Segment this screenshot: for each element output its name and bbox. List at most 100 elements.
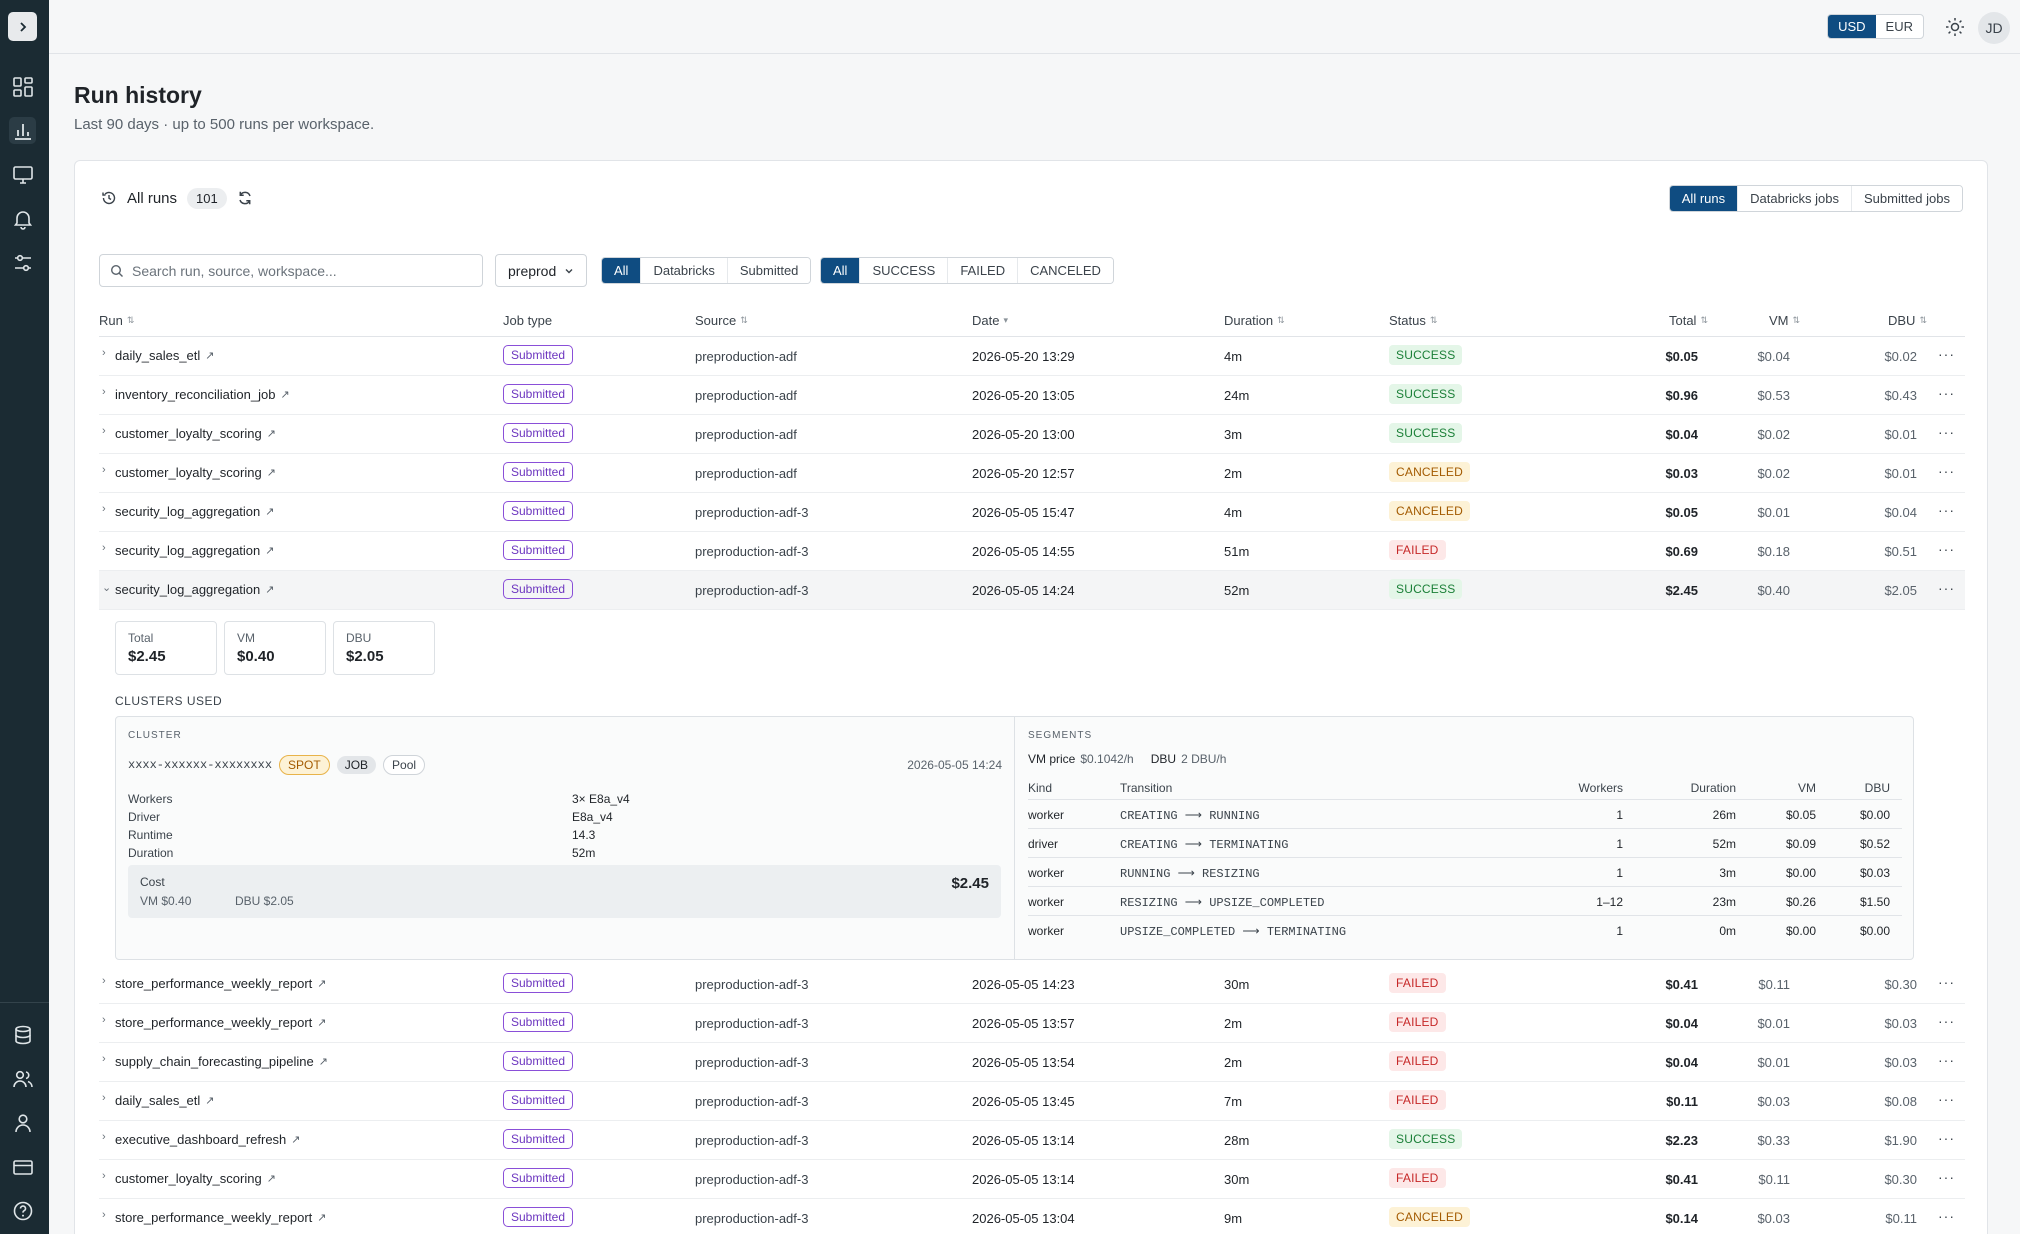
filter-type-databricks[interactable]: Databricks xyxy=(641,258,728,283)
sidebar-item-alerts[interactable] xyxy=(9,205,36,232)
table-row[interactable]: › daily_sales_etl ↗ Submitted preproduction-… xyxy=(99,1082,1965,1121)
filter-type-all[interactable]: All xyxy=(602,258,642,283)
table-row[interactable]: › security_log_aggregation ↗ Submitted prepr… xyxy=(99,532,1965,571)
currency-usd-button[interactable]: USD xyxy=(1828,15,1876,38)
filter-status-all[interactable]: All xyxy=(821,258,861,283)
sidebar-item-settings[interactable] xyxy=(9,249,36,276)
table-row[interactable]: ⌄ security_log_aggregation ↗ Submitted prepr… xyxy=(99,571,1965,610)
sidebar-item-run-history[interactable] xyxy=(9,117,36,144)
table-row[interactable]: › inventory_reconciliation_job ↗ Submitted p… xyxy=(99,376,1965,415)
run-name-link[interactable]: inventory_reconciliation_job ↗ xyxy=(115,387,290,402)
chevron-right-icon[interactable]: › xyxy=(102,347,106,359)
table-row[interactable]: › security_log_aggregation ↗ Submitted prepr… xyxy=(99,493,1965,532)
row-menu-icon[interactable]: ··· xyxy=(1938,424,1955,440)
chevron-right-icon[interactable]: › xyxy=(102,503,106,515)
run-name-link[interactable]: daily_sales_etl ↗ xyxy=(115,348,215,363)
sidebar-item-clusters[interactable] xyxy=(9,161,36,188)
run-name-link[interactable]: store_performance_weekly_report ↗ xyxy=(115,976,327,991)
run-name-link[interactable]: supply_chain_forecasting_pipeline ↗ xyxy=(115,1054,328,1069)
filter-status-success[interactable]: SUCCESS xyxy=(860,258,949,283)
run-name-link[interactable]: security_log_aggregation ↗ xyxy=(115,543,275,558)
search-input[interactable] xyxy=(132,262,462,279)
run-name-link[interactable]: security_log_aggregation ↗ xyxy=(115,504,275,519)
table-row[interactable]: › customer_loyalty_scoring ↗ Submitted prepr… xyxy=(99,415,1965,454)
run-name-link[interactable]: customer_loyalty_scoring ↗ xyxy=(115,1171,276,1186)
chevron-down-icon[interactable]: ⌄ xyxy=(102,582,112,594)
filter-type-submitted[interactable]: Submitted xyxy=(727,258,811,283)
run-name-link[interactable]: customer_loyalty_scoring ↗ xyxy=(115,426,276,441)
chevron-right-icon[interactable]: › xyxy=(102,425,106,437)
chevron-right-icon[interactable]: › xyxy=(102,1014,106,1026)
sidebar-item-team[interactable] xyxy=(9,1065,36,1092)
table-row[interactable]: › store_performance_weekly_report ↗ Submitt… xyxy=(99,965,1965,1004)
sidebar-item-data[interactable] xyxy=(9,1021,36,1048)
environment-select[interactable]: preprod xyxy=(495,254,588,287)
run-vm: $0.53 xyxy=(1757,388,1790,403)
row-menu-icon[interactable]: ··· xyxy=(1938,1013,1955,1029)
table-row[interactable]: › executive_dashboard_refresh ↗ Submitted pr… xyxy=(99,1121,1965,1160)
row-menu-icon[interactable]: ··· xyxy=(1938,1091,1955,1107)
table-row[interactable]: › store_performance_weekly_report ↗ Submitt… xyxy=(99,1004,1965,1043)
sidebar-expand-button[interactable] xyxy=(8,12,37,41)
row-menu-icon[interactable]: ··· xyxy=(1938,463,1955,479)
col-date[interactable]: Date ▾ xyxy=(972,313,1008,328)
tag-spot: SPOT xyxy=(279,755,330,775)
refresh-icon[interactable] xyxy=(237,190,253,206)
run-dbu: $0.04 xyxy=(1884,505,1917,520)
table-row[interactable]: › daily_sales_etl ↗ Submitted preproduction-… xyxy=(99,337,1965,376)
avatar[interactable]: JD xyxy=(1978,12,2010,44)
run-name-link[interactable]: daily_sales_etl ↗ xyxy=(115,1093,215,1108)
chevron-right-icon[interactable]: › xyxy=(102,1092,106,1104)
filter-status-canceled[interactable]: CANCELED xyxy=(1018,258,1113,283)
chevron-right-icon[interactable]: › xyxy=(102,975,106,987)
row-menu-icon[interactable]: ··· xyxy=(1938,385,1955,401)
tab-all-runs[interactable]: All runs xyxy=(1669,186,1739,211)
col-total[interactable]: Total ⇅ xyxy=(1668,313,1708,328)
row-menu-icon[interactable]: ··· xyxy=(1938,580,1955,596)
chevron-right-icon[interactable]: › xyxy=(102,1170,106,1182)
row-menu-icon[interactable]: ··· xyxy=(1938,346,1955,362)
col-status[interactable]: Status ⇅ xyxy=(1389,313,1438,328)
run-name-link[interactable]: customer_loyalty_scoring ↗ xyxy=(115,465,276,480)
table-row[interactable]: › supply_chain_forecasting_pipeline ↗ Submi… xyxy=(99,1043,1965,1082)
row-menu-icon[interactable]: ··· xyxy=(1938,1208,1955,1224)
col-dbu[interactable]: DBU ⇅ xyxy=(1888,313,1927,328)
chevron-right-icon[interactable]: › xyxy=(102,1053,106,1065)
row-menu-icon[interactable]: ··· xyxy=(1938,1130,1955,1146)
chevron-right-icon[interactable]: › xyxy=(102,386,106,398)
currency-eur-button[interactable]: EUR xyxy=(1885,19,1913,34)
sidebar-item-dashboard[interactable] xyxy=(9,73,36,100)
filter-status-failed[interactable]: FAILED xyxy=(948,258,1019,283)
chevron-right-icon[interactable]: › xyxy=(102,1131,106,1143)
sidebar-item-billing[interactable] xyxy=(9,1153,36,1180)
run-name-link[interactable]: executive_dashboard_refresh ↗ xyxy=(115,1132,301,1147)
col-run[interactable]: Run ⇅ xyxy=(99,313,135,328)
row-menu-icon[interactable]: ··· xyxy=(1938,1169,1955,1185)
sort-icon: ⇅ xyxy=(1919,315,1927,325)
row-menu-icon[interactable]: ··· xyxy=(1938,502,1955,518)
row-menu-icon[interactable]: ··· xyxy=(1938,541,1955,557)
run-name-link[interactable]: store_performance_weekly_report ↗ xyxy=(115,1210,327,1225)
tab-submitted-jobs[interactable]: Submitted jobs xyxy=(1852,186,1962,211)
col-source[interactable]: Source ⇅ xyxy=(695,313,748,328)
chevron-right-icon[interactable]: › xyxy=(102,542,106,554)
sidebar-item-profile[interactable] xyxy=(9,1109,36,1136)
run-source: preproduction-adf-3 xyxy=(695,1172,809,1187)
job-type-badge: Submitted xyxy=(503,345,574,365)
col-duration[interactable]: Duration ⇅ xyxy=(1224,313,1285,328)
run-name-link[interactable]: store_performance_weekly_report ↗ xyxy=(115,1015,327,1030)
run-dbu: $0.03 xyxy=(1884,1016,1917,1031)
search-box xyxy=(99,254,483,287)
table-row[interactable]: › store_performance_weekly_report ↗ Submitt… xyxy=(99,1199,1965,1234)
run-name-link[interactable]: security_log_aggregation ↗ xyxy=(115,582,275,597)
col-vm[interactable]: VM ⇅ xyxy=(1768,313,1800,328)
row-menu-icon[interactable]: ··· xyxy=(1938,974,1955,990)
chevron-right-icon[interactable]: › xyxy=(102,1209,106,1221)
theme-sun-icon[interactable] xyxy=(1944,16,1966,38)
sidebar-item-help[interactable] xyxy=(9,1197,36,1224)
tab-databricks-jobs[interactable]: Databricks jobs xyxy=(1738,186,1852,211)
chevron-right-icon[interactable]: › xyxy=(102,464,106,476)
row-menu-icon[interactable]: ··· xyxy=(1938,1052,1955,1068)
table-row[interactable]: › customer_loyalty_scoring ↗ Submitted prepr… xyxy=(99,454,1965,493)
table-row[interactable]: › customer_loyalty_scoring ↗ Submitted prepr… xyxy=(99,1160,1965,1199)
